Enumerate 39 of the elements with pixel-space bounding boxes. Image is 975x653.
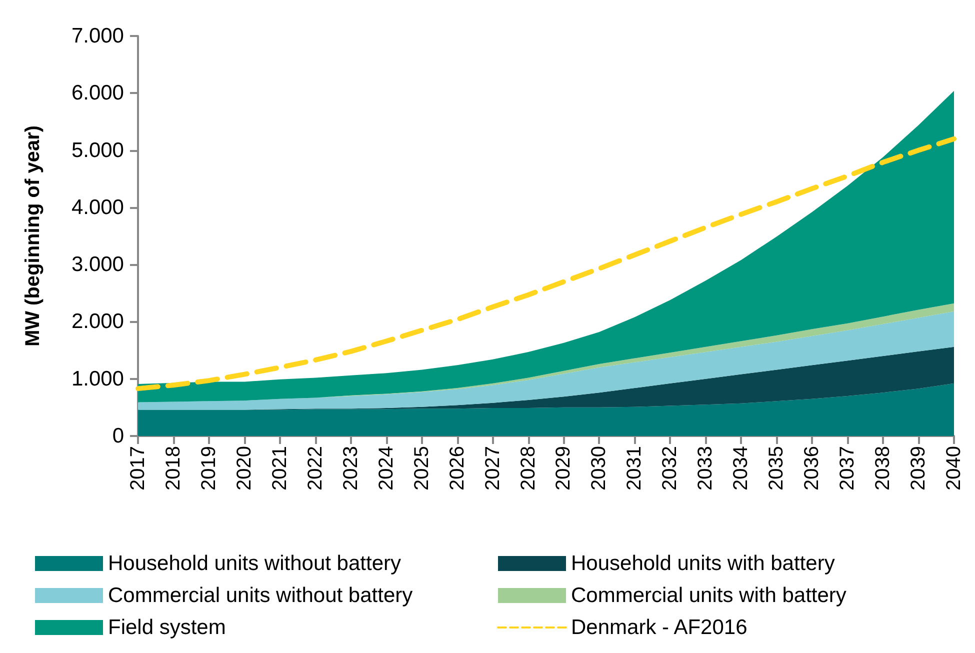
y-tick-label: 2.000 <box>71 310 124 334</box>
y-tick-label: 6.000 <box>71 82 124 105</box>
x-tick-label: 2017 <box>127 446 149 490</box>
y-tick-label: 0 <box>112 424 124 448</box>
x-tick-label: 2024 <box>375 446 398 490</box>
legend-label: Household units with battery <box>571 552 836 575</box>
x-tick-label: 2039 <box>908 446 930 490</box>
y-tick-label: 4.000 <box>71 196 124 219</box>
y-tick-label: 1.000 <box>71 367 124 390</box>
x-tick-label: 2034 <box>730 446 752 490</box>
x-tick-label: 2036 <box>801 446 824 490</box>
legend-label: Household units without battery <box>108 552 402 575</box>
x-tick-label: 2030 <box>588 446 610 490</box>
x-tick-label: 2026 <box>446 446 468 490</box>
x-tick-label: 2025 <box>410 446 433 490</box>
y-tick-label: 7.000 <box>71 24 124 48</box>
legend-label: Commercial units without battery <box>108 584 414 607</box>
x-tick-label: 2022 <box>304 446 326 490</box>
legend-label: Commercial units with battery <box>571 584 847 607</box>
x-tick-label: 2032 <box>659 446 682 490</box>
x-tick-label: 2021 <box>268 446 291 490</box>
legend-label: Denmark - AF2016 <box>571 616 748 639</box>
x-tick-label: 2033 <box>694 446 717 490</box>
x-tick-label: 2037 <box>836 446 859 490</box>
x-tick-label: 2029 <box>552 446 575 490</box>
y-axis-title: MW (beginning of year) <box>22 125 44 347</box>
x-tick-label: 2040 <box>943 446 965 490</box>
x-tick-label: 2035 <box>766 446 788 490</box>
y-tick-label: 5.000 <box>71 138 124 162</box>
x-tick-label: 2028 <box>517 446 540 490</box>
legend-label: Field system <box>108 616 226 639</box>
x-tick-label: 2020 <box>233 446 256 490</box>
x-tick-label: 2027 <box>482 446 504 490</box>
x-tick-label: 2018 <box>162 446 184 490</box>
x-tick-label: 2031 <box>624 446 646 490</box>
y-tick-label: 3.000 <box>71 253 124 276</box>
x-tick-label: 2038 <box>872 446 894 490</box>
x-tick-label: 2023 <box>340 446 362 490</box>
x-tick-label: 2019 <box>198 446 220 490</box>
